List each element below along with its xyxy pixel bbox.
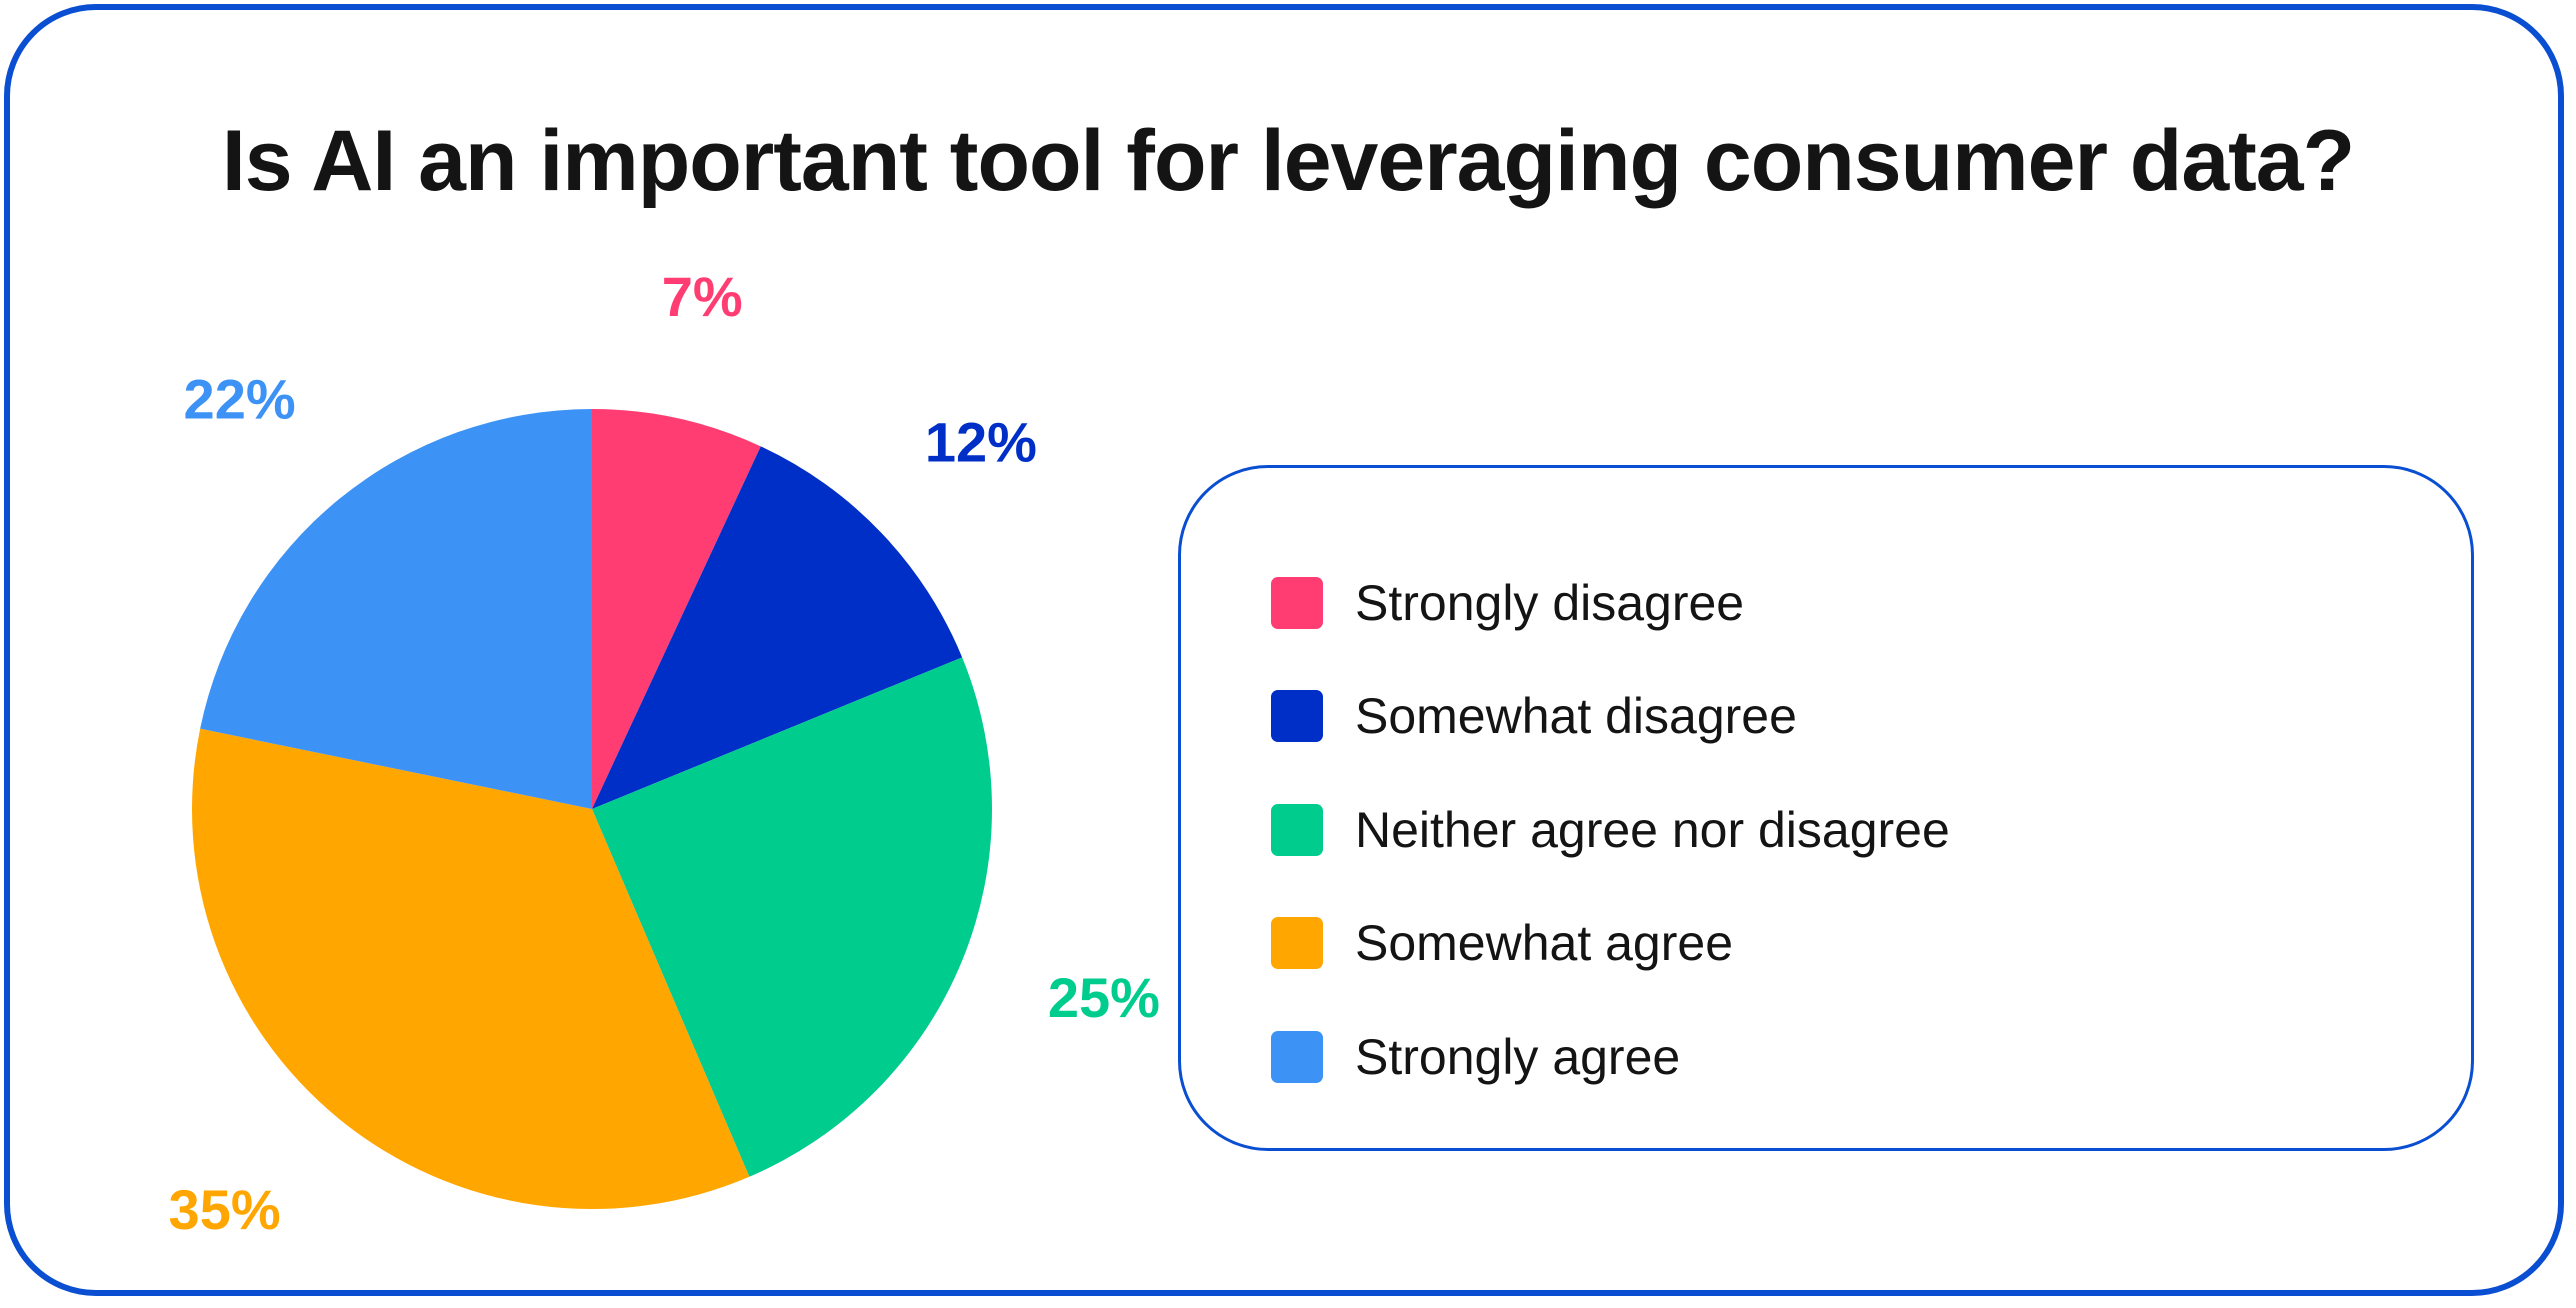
data-label-somewhat-disagree: 12% bbox=[925, 411, 1037, 474]
legend-label: Somewhat agree bbox=[1355, 915, 1734, 972]
legend-swatch bbox=[1271, 1030, 1323, 1083]
legend-label: Neither agree nor disagree bbox=[1355, 801, 1950, 858]
pie-labels: 7% 12% 25% 35% 22% bbox=[169, 265, 1160, 1241]
pie-slices bbox=[192, 409, 992, 1209]
pie-slice-strongly-agree bbox=[200, 409, 592, 809]
legend-item-somewhat-agree: Somewhat agree bbox=[1271, 887, 1950, 1001]
chart-title: Is AI an important tool for leveraging c… bbox=[221, 113, 2355, 209]
legend-label: Strongly agree bbox=[1355, 1028, 1681, 1085]
legend-item-strongly-disagree: Strongly disagree bbox=[1271, 546, 1950, 660]
legend-swatch bbox=[1271, 690, 1323, 743]
pie-slice-somewhat-disagree bbox=[592, 446, 963, 809]
legend-list: Strongly disagree Somewhat disagree Neithe… bbox=[1271, 546, 1950, 1114]
data-label-neither-agree-nor-disagree: 25% bbox=[1048, 966, 1160, 1029]
pie-slice-strongly-disagree bbox=[592, 409, 761, 809]
legend-item-neither-agree-nor-disagree: Neither agree nor disagree bbox=[1271, 773, 1950, 887]
legend-swatch bbox=[1271, 576, 1323, 629]
legend-item-somewhat-disagree: Somewhat disagree bbox=[1271, 660, 1950, 774]
data-label-somewhat-agree: 35% bbox=[169, 1178, 281, 1241]
legend: Strongly disagree Somewhat disagree Neithe… bbox=[1178, 465, 2474, 1151]
pie-slice-somewhat-agree bbox=[192, 728, 750, 1209]
legend-label: Somewhat disagree bbox=[1355, 688, 1797, 745]
legend-swatch bbox=[1271, 917, 1323, 970]
legend-swatch bbox=[1271, 803, 1323, 856]
legend-item-strongly-agree: Strongly agree bbox=[1271, 1000, 1950, 1114]
data-label-strongly-disagree: 7% bbox=[662, 265, 743, 328]
pie-slice-neither-agree-nor-disagree bbox=[592, 657, 992, 1177]
legend-label: Strongly disagree bbox=[1355, 574, 1745, 631]
data-label-strongly-agree: 22% bbox=[184, 368, 296, 431]
